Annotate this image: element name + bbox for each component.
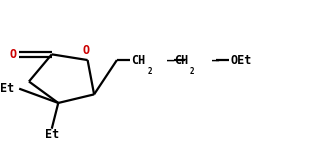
Text: O: O	[9, 48, 16, 61]
Text: OEt: OEt	[231, 54, 252, 66]
Text: O: O	[83, 44, 90, 57]
Text: —: —	[212, 54, 219, 66]
Text: 2: 2	[147, 67, 152, 76]
Text: CH: CH	[174, 54, 188, 66]
Text: —: —	[167, 54, 174, 66]
Text: Et: Et	[45, 128, 60, 141]
Text: CH: CH	[131, 54, 146, 66]
Text: 2: 2	[190, 67, 194, 76]
Text: Et: Et	[0, 82, 14, 95]
